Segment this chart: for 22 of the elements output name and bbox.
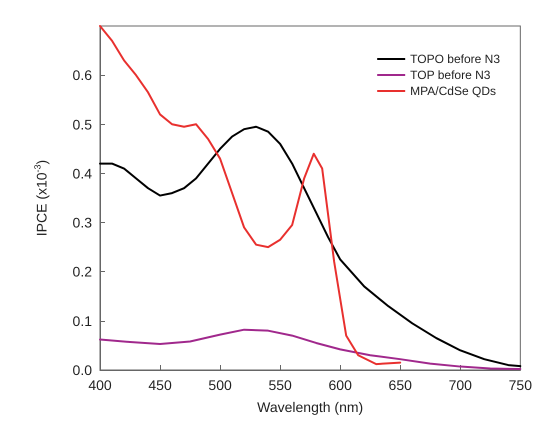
x-axis-title: Wavelength (nm) [257, 399, 364, 415]
x-tick-label: 550 [268, 377, 292, 393]
x-tick-label: 750 [508, 377, 532, 393]
x-tick-label: 700 [448, 377, 472, 393]
y-tick-label: 0.1 [72, 312, 92, 329]
y-tick-label: 0.2 [72, 264, 92, 280]
line-series [99, 126, 522, 368]
y-tick-label: 0.5 [72, 116, 92, 132]
y-tick-label: 0.4 [72, 165, 92, 182]
legend-label: TOPO before N3 [410, 52, 500, 66]
line-series [99, 25, 402, 366]
x-tick-label: 500 [208, 377, 232, 393]
x-tick-label: 650 [388, 377, 412, 393]
legend-label: MPA/CdSe QDs [410, 84, 496, 98]
legend-label: TOP before N3 [410, 68, 491, 82]
y-tick-label: 0.0 [72, 362, 92, 378]
x-tick-label: 400 [88, 377, 112, 393]
y-tick-label: 0.6 [72, 67, 92, 84]
y-tick-label: 0.3 [72, 214, 92, 231]
y-axis-title: IPCE (x10-3) [32, 160, 50, 236]
x-tick-label: 600 [328, 377, 352, 393]
x-tick-label: 450 [148, 377, 172, 393]
